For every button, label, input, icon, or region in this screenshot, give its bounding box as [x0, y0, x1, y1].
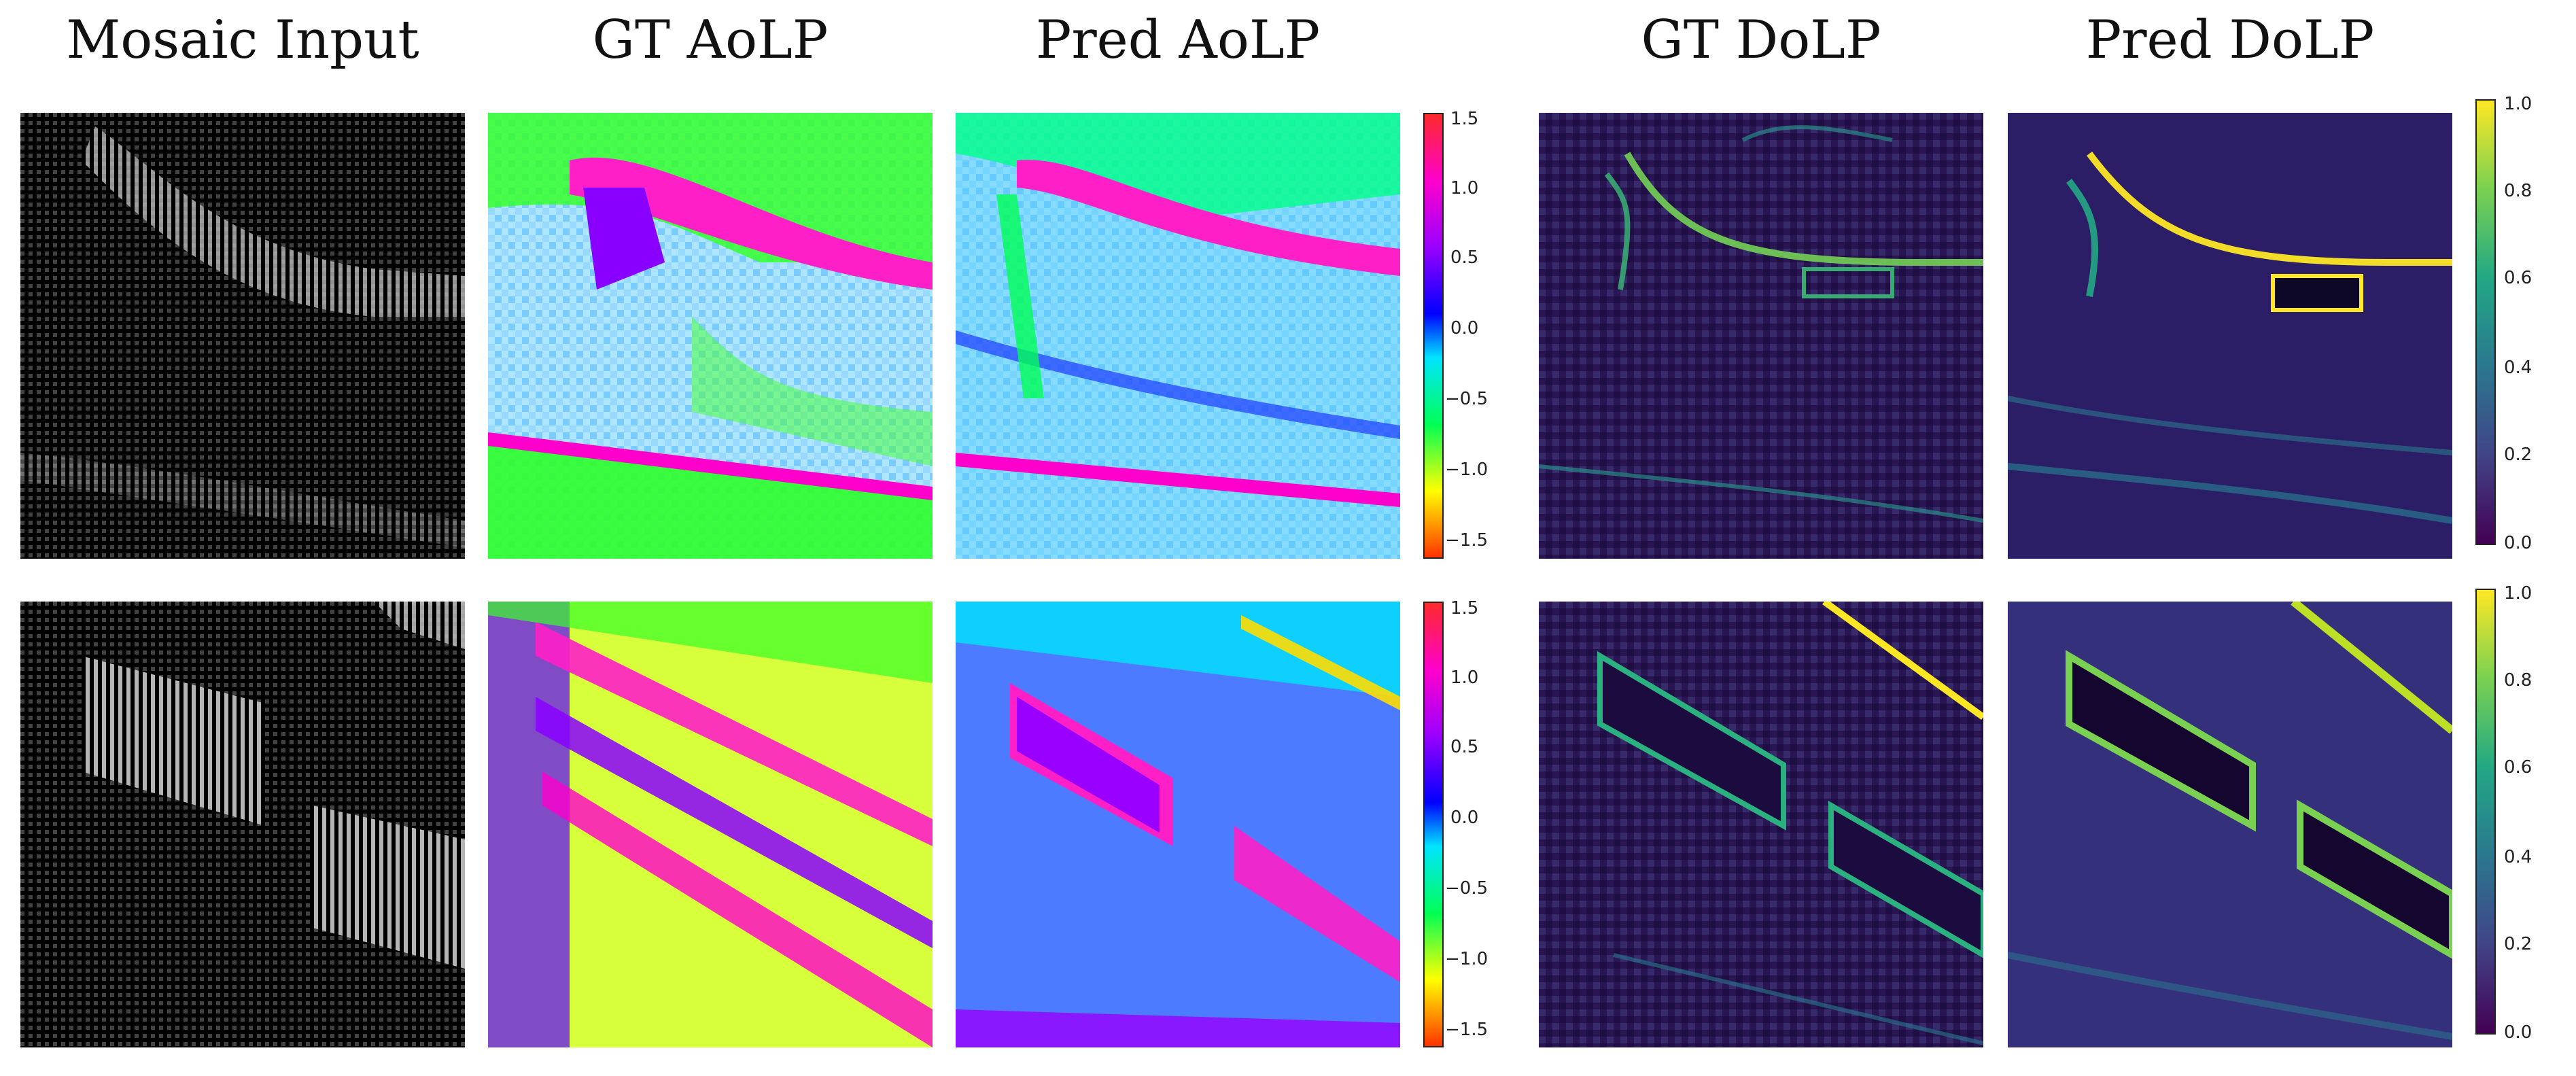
column-title-gt-aolp: GT AoLP	[592, 10, 829, 71]
row2-pred-aolp-image	[956, 602, 1400, 1047]
aolp-tick: 1.5	[1450, 109, 1479, 129]
aolp-tick: −1.5	[1445, 530, 1489, 551]
dolp-tick: 1.0	[2504, 94, 2533, 114]
row1-pred-dolp-image	[2008, 113, 2452, 559]
dolp-tick: 0.2	[2504, 934, 2533, 954]
row1-mosaic-input-image	[20, 113, 465, 559]
aolp-tick: 1.0	[1450, 667, 1479, 688]
aolp-tick: 0.5	[1450, 737, 1479, 757]
row2-aolp-colorbar	[1423, 602, 1444, 1047]
column-title-pred-dolp: Pred DoLP	[2085, 10, 2375, 71]
row2-gt-aolp-image	[488, 602, 933, 1047]
aolp-tick: 0.0	[1450, 318, 1479, 339]
aolp-tick: 1.0	[1450, 178, 1479, 198]
dolp-tick: 0.6	[2504, 268, 2533, 288]
dolp-tick: 0.2	[2504, 445, 2533, 465]
dolp-tick: 1.0	[2504, 583, 2533, 604]
column-title-pred-aolp: Pred AoLP	[1035, 10, 1321, 71]
dolp-tick: 0.4	[2504, 358, 2533, 378]
aolp-tick: 0.0	[1450, 808, 1479, 828]
aolp-tick: −0.5	[1445, 389, 1489, 409]
row2-dolp-colorbar	[2475, 589, 2496, 1035]
row1-dolp-colorbar	[2475, 99, 2496, 545]
row2-gt-dolp-image	[1539, 602, 1983, 1047]
row1-gt-dolp-image	[1539, 113, 1983, 559]
dolp-tick: 0.6	[2504, 757, 2533, 778]
aolp-tick: 0.5	[1450, 247, 1479, 268]
dolp-tick: 0.8	[2504, 181, 2533, 201]
aolp-tick: −1.0	[1445, 949, 1489, 969]
column-title-gt-dolp: GT DoLP	[1641, 10, 1881, 71]
column-title-mosaic-input: Mosaic Input	[66, 10, 419, 71]
dolp-tick: 0.4	[2504, 847, 2533, 867]
aolp-tick: −1.5	[1445, 1020, 1489, 1040]
row2-pred-dolp-image	[2008, 602, 2452, 1047]
dolp-tick: 0.8	[2504, 670, 2533, 691]
aolp-tick: 1.5	[1450, 598, 1479, 619]
row2-mosaic-input-image	[20, 602, 465, 1047]
dolp-tick: 0.0	[2504, 533, 2533, 553]
aolp-tick: −0.5	[1445, 878, 1489, 899]
dolp-tick: 0.0	[2504, 1022, 2533, 1043]
row1-pred-aolp-image	[956, 113, 1400, 559]
aolp-tick: −1.0	[1445, 459, 1489, 480]
row1-aolp-colorbar	[1423, 113, 1444, 559]
row1-gt-aolp-image	[488, 113, 933, 559]
